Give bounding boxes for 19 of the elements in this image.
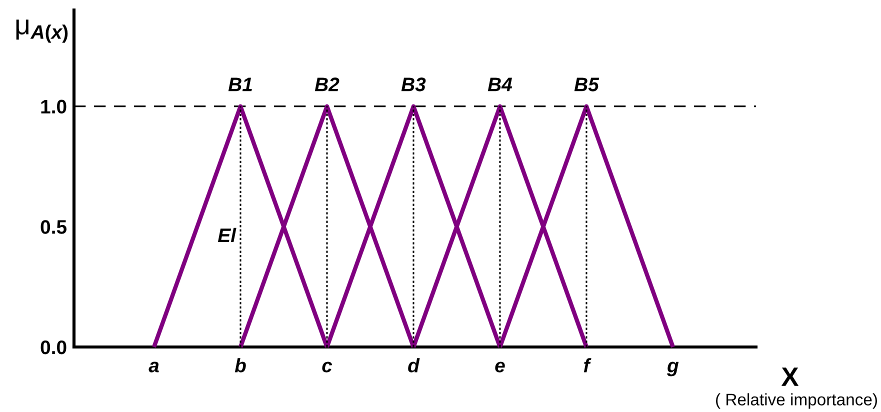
annotation: El [218,228,236,242]
x-tick-label: b [234,358,246,372]
series-label: B1 [228,78,252,92]
x-tick-label: d [408,358,420,372]
series-label: B4 [488,78,512,92]
x-tick-label: g [666,362,679,376]
y-tick-label: 0.0 [40,340,66,354]
x-tick-label: e [495,362,505,372]
series-label: B3 [401,78,426,92]
x-axis-title: X [781,368,799,386]
series-label: B5 [574,78,600,92]
x-tick-label: a [148,362,159,372]
y-tick-label: 0.5 [40,220,67,234]
text: ( Relative importance) [716,393,877,409]
x-tick-label: f [584,358,592,372]
y-tick-label: 1.0 [41,100,66,114]
series-label: B2 [314,78,340,92]
x-tick-label: c [322,362,332,372]
y-axis-title: μ$_{A(x)}$ [16,20,68,43]
